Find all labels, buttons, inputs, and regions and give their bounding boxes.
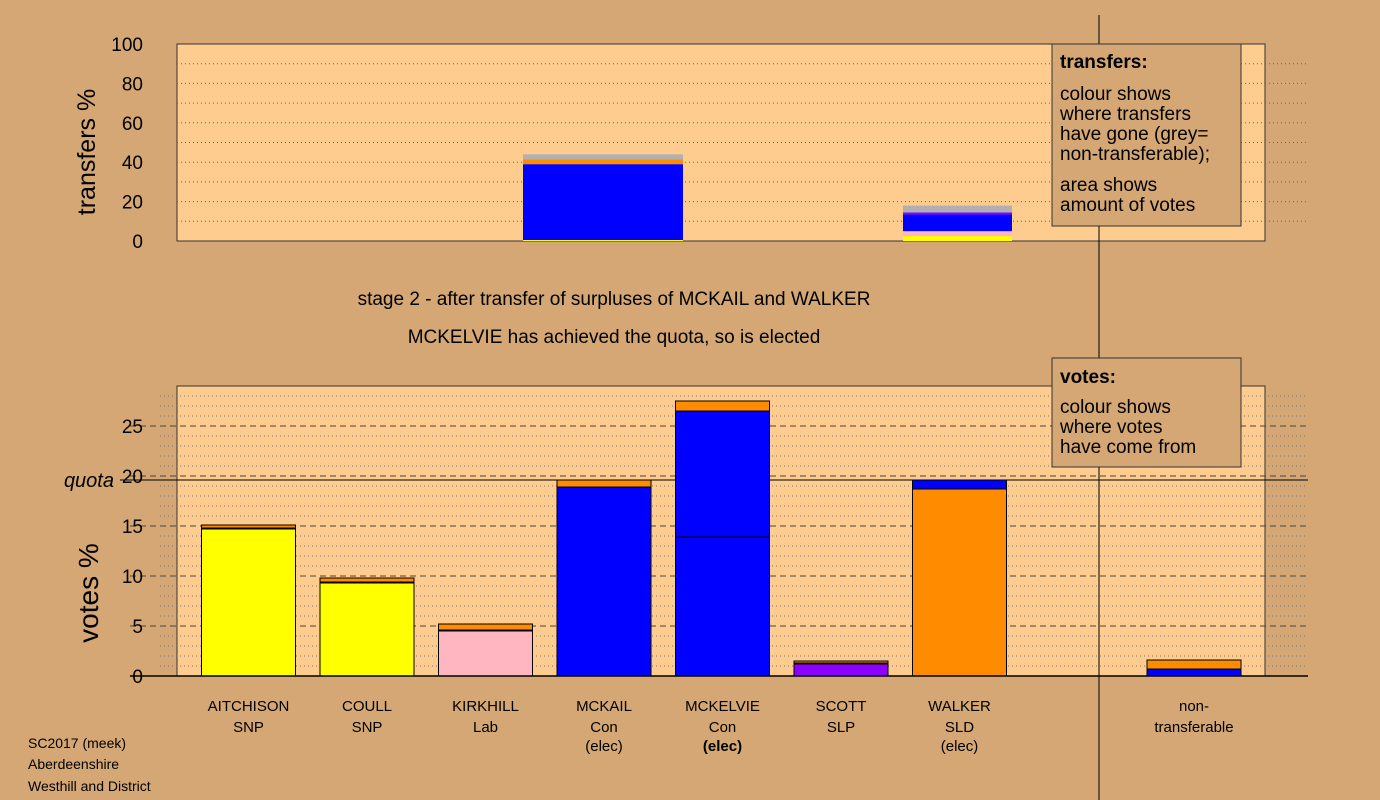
- transfers-tick-label: 40: [122, 153, 143, 174]
- vote-segment-sld: [319, 577, 415, 583]
- votes-legend-text: have come from: [1060, 437, 1196, 458]
- candidate-name-label: COULL: [342, 698, 392, 715]
- transfer-segment-walker-con: [903, 214, 1012, 232]
- vote-segment-sld: [675, 400, 770, 412]
- candidate-status-label: (elec): [941, 738, 979, 755]
- transfers-legend-text: where transfers: [1059, 104, 1191, 125]
- votes-legend-text: where votes: [1059, 417, 1162, 438]
- transfers-tick-label: 60: [122, 114, 143, 135]
- transfer-segment-mckail-sld: [523, 159, 683, 165]
- vote-segment-con: [556, 486, 652, 677]
- vote-segment-snp: [319, 582, 415, 677]
- transfer-segment-walker-slp: [903, 212, 1012, 215]
- candidate-name-label: SCOTT: [816, 698, 867, 715]
- votes-tick-label: 25: [122, 417, 143, 438]
- nontransferable-label: transferable: [1154, 719, 1233, 736]
- votes-legend-title: votes:: [1060, 367, 1116, 388]
- vote-segment-lab: [438, 630, 533, 677]
- transfer-segment-walker-grey: [903, 205, 1012, 213]
- candidate-party-label: SLP: [827, 719, 855, 736]
- transfers-tick-label: 80: [122, 74, 143, 95]
- votes-tick-label: 0: [132, 667, 143, 688]
- candidate-party-label: SNP: [233, 719, 264, 736]
- vote-segment-slp: [793, 663, 889, 677]
- candidate-name-label: MCKAIL: [576, 698, 632, 715]
- transfers-tick-label: 100: [111, 35, 143, 56]
- candidate-status-label: (elec): [585, 738, 623, 755]
- votes-legend: votes: colour shows where votes have com…: [1051, 357, 1242, 468]
- transfers-axis-title: transfers %: [73, 89, 101, 215]
- transfers-legend-text: non-transferable);: [1060, 144, 1210, 165]
- vote-segment-sld: [438, 623, 533, 631]
- transfer-segment-mckail-con: [523, 164, 683, 241]
- vote-segment-con: [912, 479, 1007, 490]
- nontransferable-label: non-: [1179, 698, 1209, 715]
- vote-segment-con: [1146, 668, 1242, 677]
- votes-tick-label: 20: [122, 467, 143, 488]
- votes-tick-label: 15: [122, 517, 143, 538]
- vote-segment-con: [675, 410, 770, 538]
- transfers-legend-box: [1051, 43, 1242, 227]
- vote-segment-con: [675, 536, 770, 677]
- transfer-segment-walker-snp: [903, 236, 1012, 241]
- candidate-name-label: WALKER: [928, 698, 991, 715]
- vote-segment-sld: [1146, 659, 1242, 670]
- vote-segment-sld: [556, 479, 652, 488]
- transfers-tick-label: 0: [132, 232, 143, 253]
- votes-legend-box: [1051, 357, 1242, 468]
- transfer-segment-mckail-grey: [523, 154, 683, 160]
- transfers-tick-label: 20: [122, 193, 143, 214]
- vote-segment-sld: [912, 488, 1007, 677]
- candidate-party-label: Lab: [473, 719, 498, 736]
- transfers-legend-title: transfers:: [1060, 52, 1148, 73]
- transfers-legend-text: colour shows: [1060, 84, 1171, 105]
- quota-label: quota: [64, 470, 114, 492]
- transfers-legend-text: area shows: [1060, 175, 1157, 196]
- footer-ward: Westhill and District: [28, 778, 151, 794]
- candidate-party-label: SLD: [945, 719, 974, 736]
- votes-tick-label: 10: [122, 567, 143, 588]
- votes-tick-label: 5: [132, 617, 143, 638]
- footer-election: SC2017 (meek): [28, 735, 126, 751]
- transfers-legend-text: have gone (grey=: [1060, 124, 1208, 145]
- vote-segment-snp: [201, 528, 296, 677]
- transfers-legend-text: amount of votes: [1060, 195, 1195, 216]
- transfer-segment-mckail-snp: [523, 240, 683, 241]
- candidate-party-label: Con: [709, 719, 737, 736]
- transfers-legend: transfers: colour shows where transfers …: [1051, 43, 1242, 227]
- stage-title: stage 2 - after transfer of surpluses of…: [358, 289, 871, 310]
- candidate-status-label: (elec): [703, 738, 742, 755]
- candidate-party-label: SNP: [352, 719, 383, 736]
- transfer-segment-walker-lab: [903, 231, 1012, 237]
- candidate-party-label: Con: [590, 719, 618, 736]
- candidate-name-label: MCKELVIE: [685, 698, 760, 715]
- footer-council: Aberdeenshire: [28, 756, 119, 772]
- candidate-name-label: KIRKHILL: [452, 698, 519, 715]
- votes-axis-title: votes %: [73, 543, 104, 643]
- stage-result: MCKELVIE has achieved the quota, so is e…: [408, 327, 821, 348]
- candidate-name-label: AITCHISON: [208, 698, 290, 715]
- votes-legend-text: colour shows: [1060, 397, 1171, 418]
